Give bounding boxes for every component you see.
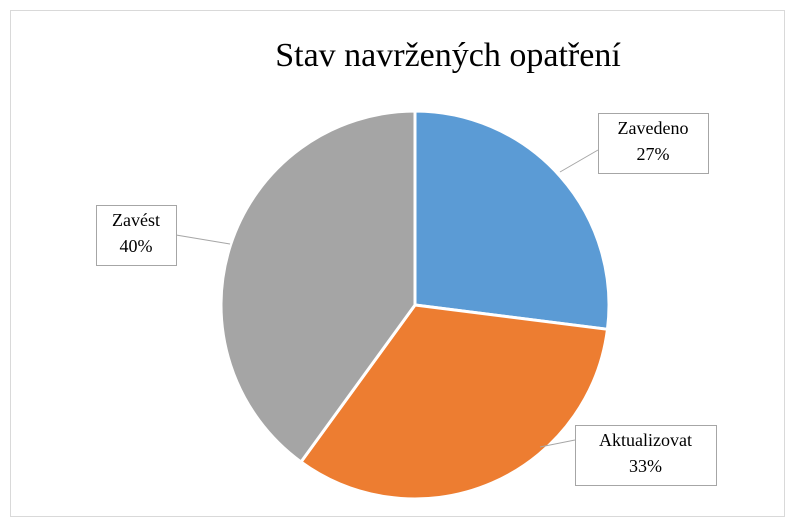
leader-line (539, 439, 576, 448)
chart-title: Stav navržených opatření (275, 37, 621, 74)
leader-line (559, 149, 599, 173)
label-value: 33% (629, 456, 662, 476)
label-name: Aktualizovat (599, 430, 692, 450)
pie-slice (413, 109, 611, 331)
label-box (575, 425, 717, 486)
label-value: 40% (120, 236, 153, 256)
pie-slice (219, 109, 417, 465)
label-name: Zavést (112, 210, 160, 230)
label-value: 27% (637, 144, 670, 164)
pie-slice (298, 303, 610, 501)
leader-line (175, 234, 231, 245)
label-name: Zavedeno (618, 118, 689, 138)
label-box (598, 113, 709, 174)
label-box (96, 205, 177, 266)
